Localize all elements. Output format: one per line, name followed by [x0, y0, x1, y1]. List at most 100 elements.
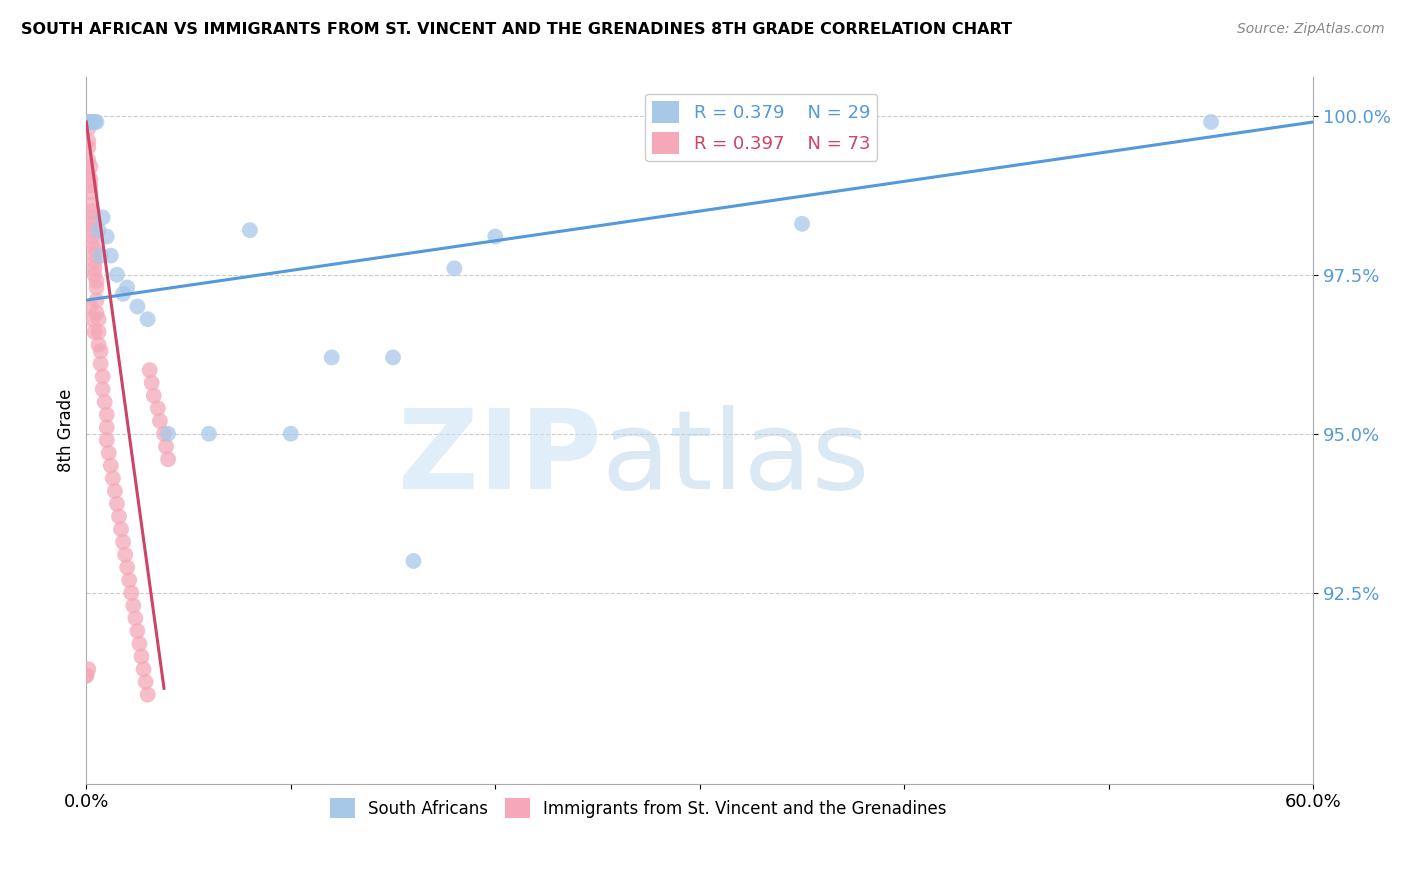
Point	[91, 369, 114, 384]
Point	[110, 522, 132, 536]
Point	[146, 401, 169, 416]
Point	[127, 300, 149, 314]
Point	[77, 166, 100, 180]
Point	[75, 115, 97, 129]
Point	[120, 586, 142, 600]
Point	[79, 178, 101, 193]
Point	[118, 573, 141, 587]
Point	[82, 217, 104, 231]
Point	[198, 426, 221, 441]
Point	[135, 674, 157, 689]
Point	[79, 172, 101, 186]
Point	[77, 121, 100, 136]
Point	[128, 637, 150, 651]
Point	[443, 261, 465, 276]
Point	[87, 312, 110, 326]
Point	[90, 357, 112, 371]
Point	[79, 197, 101, 211]
Point	[79, 115, 101, 129]
Point	[82, 204, 104, 219]
Point	[115, 560, 138, 574]
Point	[87, 325, 110, 339]
Point	[96, 229, 118, 244]
Point	[82, 229, 104, 244]
Point	[157, 452, 180, 467]
Point	[127, 624, 149, 638]
Point	[86, 280, 108, 294]
Point	[79, 300, 101, 314]
Point	[105, 497, 128, 511]
Point	[138, 363, 160, 377]
Point	[96, 420, 118, 434]
Point	[86, 293, 108, 307]
Point	[112, 535, 135, 549]
Point	[97, 446, 120, 460]
Point	[104, 483, 127, 498]
Point	[83, 325, 105, 339]
Point	[321, 351, 343, 365]
Point	[77, 662, 100, 676]
Point	[90, 344, 112, 359]
Point	[382, 351, 405, 365]
Point	[124, 611, 146, 625]
Point	[142, 388, 165, 402]
Y-axis label: 8th Grade: 8th Grade	[58, 389, 75, 472]
Legend: South Africans, Immigrants from St. Vincent and the Grenadines: South Africans, Immigrants from St. Vinc…	[323, 791, 953, 825]
Point	[75, 115, 97, 129]
Point	[136, 688, 159, 702]
Point	[77, 153, 100, 168]
Point	[153, 426, 176, 441]
Point	[86, 306, 108, 320]
Point	[790, 217, 813, 231]
Point	[100, 249, 122, 263]
Point	[105, 268, 128, 282]
Point	[83, 242, 105, 256]
Text: Source: ZipAtlas.com: Source: ZipAtlas.com	[1237, 22, 1385, 37]
Point	[82, 211, 104, 225]
Point	[96, 408, 118, 422]
Point	[91, 382, 114, 396]
Point	[96, 433, 118, 447]
Point	[82, 235, 104, 250]
Point	[86, 274, 108, 288]
Point	[115, 280, 138, 294]
Point	[108, 509, 131, 524]
Point	[87, 337, 110, 351]
Point	[75, 668, 97, 682]
Point	[484, 229, 506, 244]
Point	[402, 554, 425, 568]
Point	[155, 440, 177, 454]
Point	[79, 185, 101, 199]
Point	[77, 115, 100, 129]
Point	[136, 312, 159, 326]
Point	[157, 426, 180, 441]
Point	[93, 395, 115, 409]
Point	[280, 426, 302, 441]
Point	[86, 115, 108, 129]
Point	[132, 662, 155, 676]
Point	[90, 249, 112, 263]
Point	[82, 115, 104, 129]
Point	[91, 211, 114, 225]
Point	[239, 223, 262, 237]
Point	[75, 668, 97, 682]
Point	[83, 249, 105, 263]
Point	[101, 471, 124, 485]
Text: atlas: atlas	[602, 405, 870, 512]
Point	[149, 414, 172, 428]
Point	[114, 548, 136, 562]
Text: ZIP: ZIP	[398, 405, 602, 512]
Point	[83, 268, 105, 282]
Point	[77, 115, 100, 129]
Point	[79, 115, 101, 129]
Text: SOUTH AFRICAN VS IMMIGRANTS FROM ST. VINCENT AND THE GRENADINES 8TH GRADE CORREL: SOUTH AFRICAN VS IMMIGRANTS FROM ST. VIN…	[21, 22, 1012, 37]
Point	[112, 286, 135, 301]
Point	[83, 255, 105, 269]
Point	[131, 649, 153, 664]
Point	[82, 312, 104, 326]
Point	[77, 140, 100, 154]
Point	[1199, 115, 1222, 129]
Point	[82, 115, 104, 129]
Point	[82, 223, 104, 237]
Point	[100, 458, 122, 473]
